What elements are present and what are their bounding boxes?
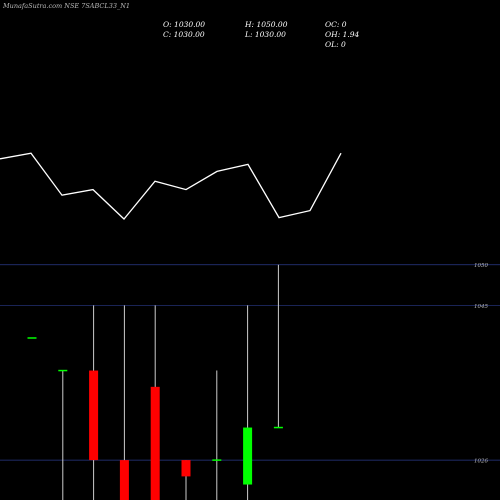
- candle-body: [58, 369, 68, 372]
- ohlc-low: L: 1030.00: [245, 30, 286, 39]
- candle-body: [212, 459, 222, 461]
- ohlc-close: C: 1030.00: [163, 30, 205, 39]
- candle-body: [181, 460, 191, 477]
- candle-body: [150, 386, 160, 500]
- y-tick-label: 1050: [474, 263, 488, 269]
- chart-title: MunafaSutra.com NSE 7SABCL33_N1: [3, 2, 131, 10]
- y-tick-label: 1045: [474, 304, 488, 310]
- ohlc-high: H: 1050.00: [245, 20, 288, 29]
- candle-body: [243, 427, 253, 485]
- candle-body: [273, 426, 283, 429]
- ohlc-open: O: 1030.00: [163, 20, 206, 29]
- y-tick-label: 1026: [474, 459, 488, 465]
- candle-body: [119, 460, 129, 500]
- ohlc-oc: OC: 0: [325, 20, 347, 29]
- ohlc-ol: OL: 0: [325, 40, 346, 49]
- candle-body: [89, 370, 99, 461]
- ohlc-oh: OH: 1.94: [325, 30, 360, 39]
- candle-body: [27, 337, 37, 339]
- indicator-line: [0, 152, 342, 220]
